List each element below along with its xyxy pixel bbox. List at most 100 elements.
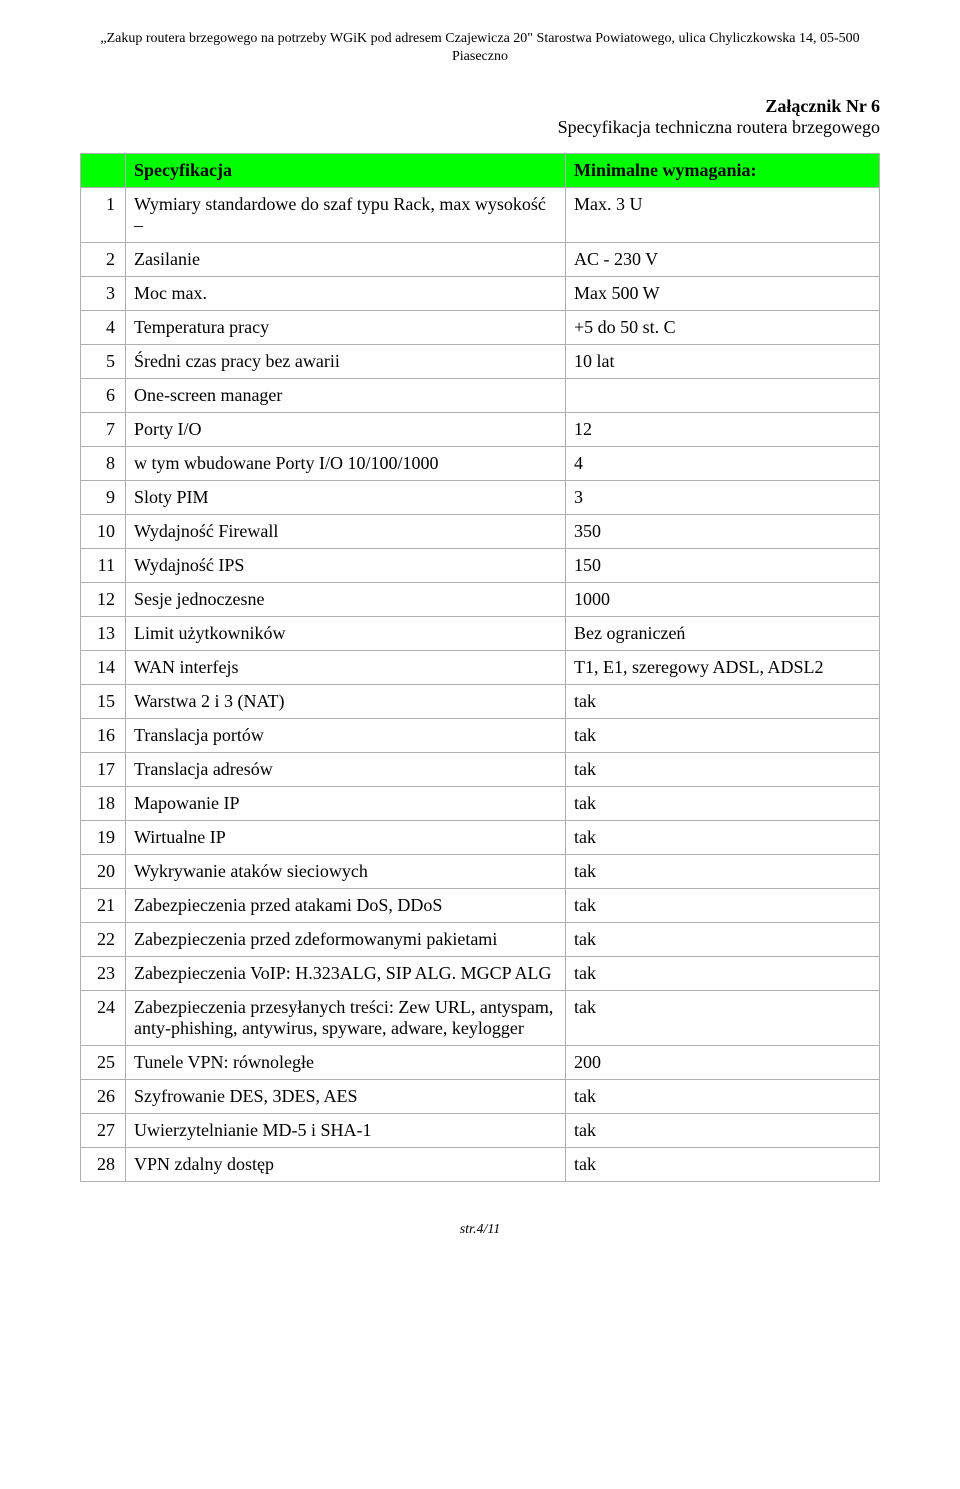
row-number: 6 — [81, 379, 126, 413]
table-row: 17Translacja adresówtak — [81, 753, 880, 787]
row-req: 1000 — [566, 583, 880, 617]
row-number: 2 — [81, 243, 126, 277]
row-spec: Sloty PIM — [126, 481, 566, 515]
row-number: 11 — [81, 549, 126, 583]
row-spec: Porty I/O — [126, 413, 566, 447]
row-number: 9 — [81, 481, 126, 515]
row-number: 10 — [81, 515, 126, 549]
row-spec: Zabezpieczenia przed atakami DoS, DDoS — [126, 889, 566, 923]
row-spec: Wydajność IPS — [126, 549, 566, 583]
row-spec: Wykrywanie ataków sieciowych — [126, 855, 566, 889]
spec-table-body: 1Wymiary standardowe do szaf typu Rack, … — [81, 188, 880, 1182]
row-number: 17 — [81, 753, 126, 787]
table-row: 25Tunele VPN: równoległe200 — [81, 1046, 880, 1080]
table-row: 10Wydajność Firewall350 — [81, 515, 880, 549]
table-row: 16Translacja portówtak — [81, 719, 880, 753]
row-spec: Tunele VPN: równoległe — [126, 1046, 566, 1080]
row-req: tak — [566, 685, 880, 719]
row-number: 13 — [81, 617, 126, 651]
row-spec: Wydajność Firewall — [126, 515, 566, 549]
row-number: 5 — [81, 345, 126, 379]
row-spec: Translacja portów — [126, 719, 566, 753]
table-row: 6One-screen manager — [81, 379, 880, 413]
table-row: 27Uwierzytelnianie MD-5 i SHA-1tak — [81, 1114, 880, 1148]
table-row: 20Wykrywanie ataków sieciowychtak — [81, 855, 880, 889]
row-spec: Uwierzytelnianie MD-5 i SHA-1 — [126, 1114, 566, 1148]
row-number: 28 — [81, 1148, 126, 1182]
row-spec: Wirtualne IP — [126, 821, 566, 855]
row-req: tak — [566, 855, 880, 889]
table-header-spec: Specyfikacja — [126, 154, 566, 188]
row-req: tak — [566, 1148, 880, 1182]
row-req: tak — [566, 1114, 880, 1148]
table-row: 9Sloty PIM3 — [81, 481, 880, 515]
row-number: 14 — [81, 651, 126, 685]
row-number: 8 — [81, 447, 126, 481]
page-footer: str.4/11 — [80, 1222, 880, 1238]
row-req: tak — [566, 821, 880, 855]
row-number: 1 — [81, 188, 126, 243]
row-spec: WAN interfejs — [126, 651, 566, 685]
table-row: 23Zabezpieczenia VoIP: H.323ALG, SIP ALG… — [81, 957, 880, 991]
row-spec: Wymiary standardowe do szaf typu Rack, m… — [126, 188, 566, 243]
attachment-title: Załącznik Nr 6 — [80, 96, 880, 117]
row-req: Bez ograniczeń — [566, 617, 880, 651]
row-number: 3 — [81, 277, 126, 311]
table-header-num — [81, 154, 126, 188]
table-row: 12Sesje jednoczesne1000 — [81, 583, 880, 617]
row-req: 10 lat — [566, 345, 880, 379]
row-req: 200 — [566, 1046, 880, 1080]
row-req: tak — [566, 957, 880, 991]
spec-table: Specyfikacja Minimalne wymagania: 1Wymia… — [80, 153, 880, 1182]
row-req: +5 do 50 st. C — [566, 311, 880, 345]
attachment-subtitle: Specyfikacja techniczna routera brzegowe… — [80, 117, 880, 138]
row-req: tak — [566, 889, 880, 923]
row-req: tak — [566, 1080, 880, 1114]
row-spec: Moc max. — [126, 277, 566, 311]
row-spec: w tym wbudowane Porty I/O 10/100/1000 — [126, 447, 566, 481]
row-number: 22 — [81, 923, 126, 957]
row-number: 16 — [81, 719, 126, 753]
row-spec: Zabezpieczenia VoIP: H.323ALG, SIP ALG. … — [126, 957, 566, 991]
row-req: 150 — [566, 549, 880, 583]
row-spec: Translacja adresów — [126, 753, 566, 787]
row-req: tak — [566, 923, 880, 957]
running-header: „Zakup routera brzegowego na potrzeby WG… — [80, 30, 880, 66]
row-req — [566, 379, 880, 413]
row-spec: VPN zdalny dostęp — [126, 1148, 566, 1182]
row-spec: Średni czas pracy bez awarii — [126, 345, 566, 379]
row-req: T1, E1, szeregowy ADSL, ADSL2 — [566, 651, 880, 685]
row-req: tak — [566, 753, 880, 787]
row-req: tak — [566, 787, 880, 821]
row-req: 3 — [566, 481, 880, 515]
row-spec: Szyfrowanie DES, 3DES, AES — [126, 1080, 566, 1114]
row-number: 23 — [81, 957, 126, 991]
row-number: 7 — [81, 413, 126, 447]
row-spec: One-screen manager — [126, 379, 566, 413]
row-number: 25 — [81, 1046, 126, 1080]
row-req: 4 — [566, 447, 880, 481]
header-line-2: Piaseczno — [452, 49, 508, 64]
table-row: 28VPN zdalny dostęptak — [81, 1148, 880, 1182]
row-spec: Warstwa 2 i 3 (NAT) — [126, 685, 566, 719]
table-row: 2ZasilanieAC - 230 V — [81, 243, 880, 277]
header-line-1: „Zakup routera brzegowego na potrzeby WG… — [100, 31, 859, 46]
row-spec: Zasilanie — [126, 243, 566, 277]
row-number: 19 — [81, 821, 126, 855]
table-row: 14WAN interfejsT1, E1, szeregowy ADSL, A… — [81, 651, 880, 685]
row-number: 26 — [81, 1080, 126, 1114]
row-spec: Sesje jednoczesne — [126, 583, 566, 617]
row-number: 18 — [81, 787, 126, 821]
table-row: 5Średni czas pracy bez awarii10 lat — [81, 345, 880, 379]
row-number: 4 — [81, 311, 126, 345]
row-req: tak — [566, 719, 880, 753]
row-number: 15 — [81, 685, 126, 719]
table-row: 1Wymiary standardowe do szaf typu Rack, … — [81, 188, 880, 243]
row-number: 12 — [81, 583, 126, 617]
table-header-req: Minimalne wymagania: — [566, 154, 880, 188]
table-row: 15Warstwa 2 i 3 (NAT)tak — [81, 685, 880, 719]
table-row: 19Wirtualne IPtak — [81, 821, 880, 855]
row-number: 20 — [81, 855, 126, 889]
row-spec: Zabezpieczenia przesyłanych treści: Zew … — [126, 991, 566, 1046]
row-spec: Zabezpieczenia przed zdeformowanymi paki… — [126, 923, 566, 957]
